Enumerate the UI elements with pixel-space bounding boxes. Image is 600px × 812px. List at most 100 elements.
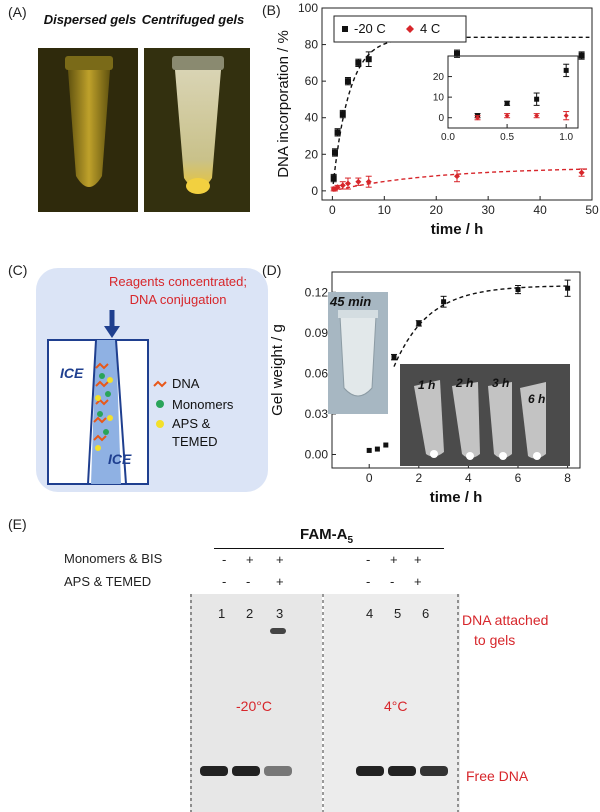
chart-b-inset-point [475, 115, 481, 121]
tube-dispersed [65, 56, 113, 187]
chart-b-inset-ytick-label: 0 [438, 113, 444, 124]
row-label-aps: APS & TEMED [64, 574, 152, 589]
sign-r1-l1: - [222, 552, 227, 567]
sign-r1-l5: + [390, 552, 398, 567]
chart-d-point [515, 287, 521, 293]
chart-b-point [365, 178, 372, 185]
lane-2: 2 [246, 606, 254, 621]
legend-dna: DNA [172, 376, 200, 391]
legend-aps: APS & [172, 416, 211, 431]
chart-d-point [383, 442, 389, 448]
photo-45min-label: 45 min [330, 294, 372, 309]
chart-b-xlabel: time / h [431, 221, 484, 238]
chart-b-point [344, 180, 351, 187]
caption-centrifuged-gels: Centrifuged gels [141, 12, 245, 27]
chart-d-xtick-label: 8 [564, 471, 571, 485]
row-label-monomers: Monomers & BIS [64, 551, 163, 566]
tube-centrifuged [172, 56, 224, 194]
chart-d-point [565, 285, 571, 291]
sign-r1-l4: - [366, 552, 371, 567]
sign-r2-l4: - [366, 574, 371, 589]
chart-b-ytick-label: 60 [305, 74, 319, 88]
chart-d-xtick-label: 4 [465, 471, 472, 485]
chart-b-inset-point [534, 113, 540, 119]
ice-label-2: ICE [108, 451, 132, 467]
chart-b-legend-marker-2 [406, 25, 414, 33]
panel-d-label: (D) [262, 262, 282, 278]
chart-b-xtick-label: 50 [585, 203, 599, 217]
lane-1: 1 [218, 606, 226, 621]
chart-d-point [416, 320, 422, 326]
sign-r1-l3: + [276, 552, 284, 567]
sign-r2-l1: - [222, 574, 227, 589]
photo-tubes-timeseries [400, 364, 570, 466]
chart-b-point [331, 149, 338, 156]
chart-d-xtick-label: 2 [415, 471, 422, 485]
chart-b-point [578, 52, 585, 59]
chart-b-legend-1: -20 C [354, 21, 386, 36]
chart-b-legend-2: 4 C [420, 21, 440, 36]
gel-title: FAM-A5 [300, 526, 354, 546]
tube-label-6h: 6 h [528, 392, 546, 406]
chart-d-xlabel: time / h [430, 489, 483, 506]
chart-b-ytick-label: 100 [298, 1, 318, 15]
temp-minus20: -20°C [236, 698, 272, 714]
chart-b-point [339, 182, 346, 189]
chart-b-point [365, 56, 372, 63]
sign-r2-l2: - [246, 574, 251, 589]
label-dna-attached: DNA attached [462, 612, 549, 628]
chart-b-ytick-label: 0 [311, 184, 318, 198]
sign-r1-l2: + [246, 552, 254, 567]
chart-b-inset-xtick-label: 0.5 [500, 132, 514, 143]
photo-45min [328, 292, 388, 414]
chart-d-xtick-label: 6 [515, 471, 522, 485]
title-underline [214, 548, 444, 549]
sign-r2-l5: - [390, 574, 395, 589]
annotation-line1: Reagents concentrated; [109, 274, 247, 289]
chart-b-xtick-label: 10 [378, 203, 392, 217]
chart-d-ytick-label: 0.09 [305, 326, 329, 340]
legend-temed: TEMED [172, 434, 218, 449]
chart-b-point [355, 59, 362, 66]
caption-dispersed-gels: Dispersed gels [43, 12, 137, 27]
sign-r1-l6: + [414, 552, 422, 567]
chart-b-inset-xtick-label: 0.0 [441, 132, 455, 143]
lane-4: 4 [366, 606, 374, 621]
chart-d-point [366, 447, 372, 453]
chart-b-xtick-label: 30 [481, 203, 495, 217]
chart-b-inset-point [563, 113, 569, 119]
chart-b-xtick-label: 40 [533, 203, 547, 217]
band-attached-lane3 [270, 628, 286, 634]
chart-b-xtick-label: 0 [329, 203, 336, 217]
panel-c-label: (C) [8, 262, 28, 278]
chart-b-point [454, 173, 460, 180]
chart-b-inset-point [534, 96, 540, 102]
chart-b-point [578, 169, 585, 176]
chart-d-ylabel: Gel weight / g [270, 324, 286, 416]
chart-b-point [454, 50, 460, 57]
chart-b-inset-point [563, 67, 569, 73]
chart-b-legend-marker-1 [342, 26, 348, 32]
temp-4: 4°C [384, 698, 408, 714]
chart-b-point [334, 129, 341, 136]
ice-label-1: ICE [60, 365, 84, 381]
chart-b-xtick-label: 20 [430, 203, 444, 217]
label-to-gels: to gels [474, 632, 516, 648]
chart-d-ytick-label: 0.12 [305, 285, 329, 299]
chart-b-point [355, 178, 362, 185]
chart-b-inset-ytick-label: 20 [433, 72, 445, 83]
panel-e-label: (E) [8, 516, 27, 532]
chart-b-ytick-label: 80 [305, 38, 319, 52]
chart-b-point [344, 78, 351, 85]
dna-strands [93, 362, 113, 451]
lane-3: 3 [276, 606, 284, 621]
lane-5: 5 [394, 606, 402, 621]
chart-d-point [374, 446, 380, 452]
chart-d-ytick-label: 0.00 [305, 447, 329, 461]
chart-b-inset-plot-frame [447, 55, 579, 129]
chart-b-legend-box [333, 15, 467, 43]
chart-d-ytick-label: 0.03 [305, 407, 329, 421]
chart-d-xtick-label: 0 [366, 471, 373, 485]
dna-legend-icon [153, 380, 167, 388]
